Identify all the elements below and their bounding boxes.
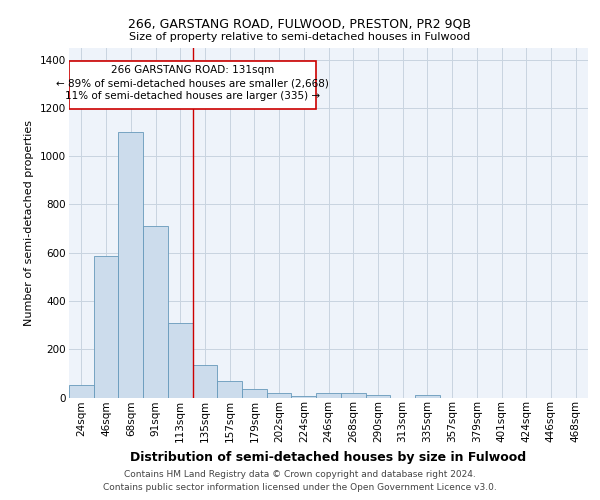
Bar [316,392,341,398]
Y-axis label: Number of semi-detached properties: Number of semi-detached properties [25,120,34,326]
Bar [143,226,168,398]
Bar [242,389,267,398]
Bar [365,395,390,398]
Text: Contains HM Land Registry data © Crown copyright and database right 2024.
Contai: Contains HM Land Registry data © Crown c… [103,470,497,492]
Text: Size of property relative to semi-detached houses in Fulwood: Size of property relative to semi-detach… [130,32,470,42]
Bar [217,380,242,398]
Text: 11% of semi-detached houses are larger (335) →: 11% of semi-detached houses are larger (… [65,92,320,102]
Bar [193,365,217,398]
Bar [168,322,193,398]
Text: 266, GARSTANG ROAD, FULWOOD, PRESTON, PR2 9QB: 266, GARSTANG ROAD, FULWOOD, PRESTON, PR… [128,18,472,30]
Bar [69,386,94,398]
Bar [267,392,292,398]
Bar [69,61,316,109]
Bar [292,396,316,398]
Bar [94,256,118,398]
Bar [118,132,143,398]
Text: 266 GARSTANG ROAD: 131sqm: 266 GARSTANG ROAD: 131sqm [111,66,274,76]
X-axis label: Distribution of semi-detached houses by size in Fulwood: Distribution of semi-detached houses by … [130,450,527,464]
Bar [415,395,440,398]
Text: ← 89% of semi-detached houses are smaller (2,668): ← 89% of semi-detached houses are smalle… [56,78,329,88]
Bar [341,392,365,398]
